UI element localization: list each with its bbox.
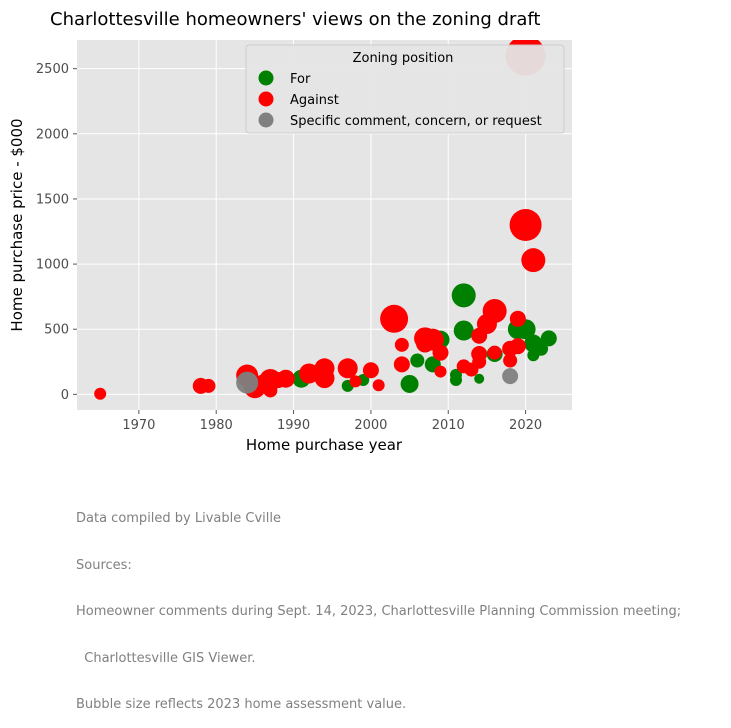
data-point bbox=[337, 358, 358, 379]
data-point bbox=[521, 248, 546, 273]
x-tick-label: 2000 bbox=[354, 418, 387, 433]
legend-box bbox=[245, 44, 565, 134]
x-tick-label: 2020 bbox=[509, 418, 542, 433]
data-point bbox=[509, 310, 526, 327]
footnote: Data compiled by Livable Cville Sources:… bbox=[76, 480, 726, 728]
x-tick-label: 2010 bbox=[432, 418, 465, 433]
legend: Zoning position For Against Specific commen… bbox=[245, 44, 565, 134]
data-point bbox=[474, 373, 485, 384]
data-point bbox=[393, 356, 410, 373]
data-point bbox=[314, 368, 335, 389]
legend-label: For bbox=[290, 72, 311, 87]
data-point bbox=[453, 320, 474, 341]
data-point bbox=[410, 353, 425, 368]
data-point bbox=[482, 298, 507, 323]
scatter-chart: Charlottesville homeowners' views on the… bbox=[8, 9, 572, 454]
y-tick-label: 1500 bbox=[36, 192, 69, 207]
legend-label: Against bbox=[290, 93, 339, 108]
y-tick-label: 2000 bbox=[36, 127, 69, 142]
legend-title: Zoning position bbox=[353, 51, 454, 66]
data-point bbox=[380, 304, 409, 333]
data-point bbox=[487, 345, 502, 360]
y-tick-label: 0 bbox=[61, 388, 69, 403]
data-point bbox=[201, 378, 216, 393]
x-axis-label: Home purchase year bbox=[246, 436, 403, 454]
footnote-line-source-2: Charlottesville GIS Viewer. bbox=[76, 650, 256, 666]
x-tick-label: 1970 bbox=[122, 418, 155, 433]
data-point bbox=[534, 341, 549, 356]
data-point bbox=[449, 368, 462, 381]
data-point bbox=[503, 353, 518, 368]
data-point bbox=[502, 368, 519, 385]
y-tick-label: 2500 bbox=[36, 62, 69, 77]
legend-marker bbox=[258, 70, 274, 86]
legend-label: Specific comment, concern, or request bbox=[290, 114, 542, 129]
data-point bbox=[509, 338, 526, 355]
data-point bbox=[432, 344, 449, 361]
data-point bbox=[263, 383, 278, 398]
footnote-line-sources: Sources: bbox=[76, 557, 132, 573]
data-point bbox=[372, 379, 385, 392]
data-point bbox=[509, 209, 542, 241]
data-point bbox=[94, 387, 107, 400]
y-tick-label: 1000 bbox=[36, 258, 69, 273]
data-point bbox=[540, 330, 557, 347]
data-point bbox=[362, 362, 379, 379]
y-tick-label: 500 bbox=[44, 323, 69, 338]
data-point bbox=[349, 375, 362, 388]
data-point bbox=[451, 283, 476, 308]
data-point bbox=[400, 374, 419, 393]
footnote-line-size-note: Bubble size reflects 2023 home assessmen… bbox=[76, 697, 407, 712]
data-point bbox=[394, 337, 409, 352]
data-point bbox=[434, 365, 447, 378]
chart-title: Charlottesville homeowners' views on the… bbox=[50, 9, 540, 30]
data-point bbox=[276, 369, 295, 388]
data-point bbox=[236, 371, 259, 394]
x-tick-label: 1980 bbox=[200, 418, 233, 433]
legend-marker bbox=[258, 91, 274, 107]
data-point bbox=[299, 363, 320, 384]
footnote-line-source-1: Homeowner comments during Sept. 14, 2023… bbox=[76, 604, 682, 619]
data-point bbox=[472, 354, 487, 369]
y-axis-label: Home purchase price - $000 bbox=[8, 118, 26, 331]
footnote-line-compiled: Data compiled by Livable Cville bbox=[76, 511, 281, 526]
legend-marker bbox=[258, 112, 274, 128]
x-tick-label: 1990 bbox=[277, 418, 310, 433]
